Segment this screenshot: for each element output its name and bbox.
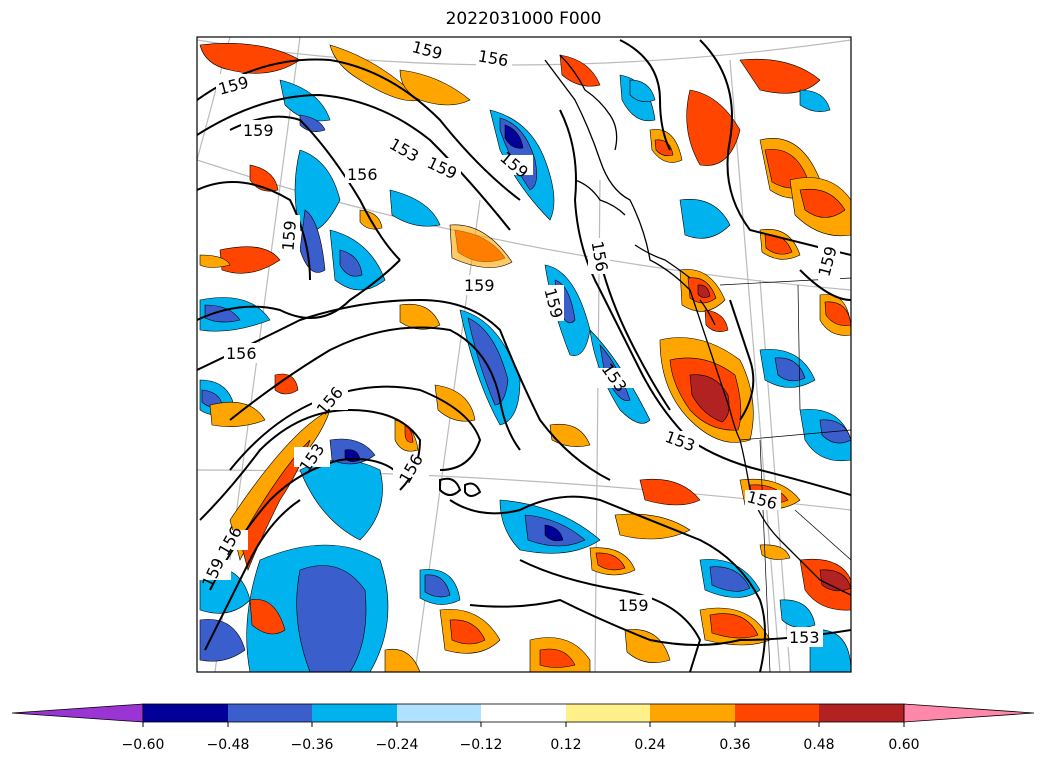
shading-fields — [199, 43, 851, 672]
colorbar-cell — [819, 704, 904, 722]
colorbar-cell — [566, 704, 650, 722]
colorbar-tick-label: −0.48 — [207, 737, 250, 753]
colorbar-extend-high — [903, 703, 1035, 723]
contour-label: 156 — [347, 165, 378, 184]
colorbar-cell — [312, 704, 397, 722]
colorbar-tick-label: 0.24 — [634, 737, 665, 753]
colorbar-tick-label: −0.36 — [291, 737, 334, 753]
colorbar-cell — [735, 704, 819, 722]
colorbar-tick-label: 0.12 — [550, 737, 581, 753]
colorbar-tick-label: −0.24 — [376, 737, 419, 753]
contour-label: 156 — [226, 344, 257, 363]
colorbar-cell — [228, 704, 312, 722]
colorbar-cell — [397, 704, 481, 722]
colorbar-cell — [650, 704, 735, 722]
contour-label: 159 — [618, 596, 649, 615]
map-frame — [196, 36, 852, 673]
map-area: 159 156 159 159 156 153 159 159 159 159 … — [197, 37, 851, 672]
colorbar-tick-label: 0.36 — [719, 737, 750, 753]
contour-label: 159 — [464, 276, 495, 295]
coastlines — [544, 54, 851, 596]
map-title: 2022031000 F000 — [445, 9, 602, 29]
colorbar: −0.60 −0.48 −0.36 −0.24 −0.12 0.12 0.24 … — [11, 703, 1035, 753]
contour-label: 159 — [243, 121, 274, 140]
contour-label: 159 — [278, 220, 300, 252]
colorbar-tick-label: 0.48 — [803, 737, 834, 753]
colorbar-cell — [143, 704, 228, 722]
colorbar-tick-label: −0.12 — [460, 737, 503, 753]
colorbar-tick-label: −0.60 — [122, 737, 165, 753]
colorbar-cell — [481, 704, 566, 722]
colorbar-extend-low — [11, 703, 144, 723]
colorbar-tick-label: 0.60 — [888, 737, 919, 753]
contour-label: 153 — [789, 628, 820, 647]
